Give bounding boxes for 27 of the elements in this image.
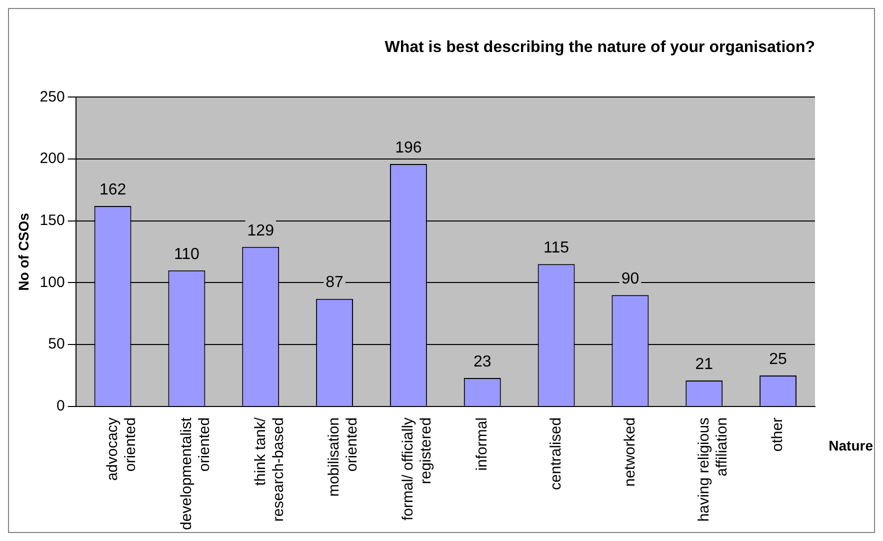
data-label: 23 [473, 353, 492, 370]
data-label: 110 [174, 246, 200, 263]
data-label: 162 [99, 181, 126, 198]
chart-title: What is best describing the nature of your organisation? [384, 39, 815, 56]
data-label: 129 [247, 222, 274, 240]
x-axis-title: Nature [828, 437, 874, 454]
y-tick-label: 150 [40, 212, 65, 230]
x-tick-label: informal [474, 417, 491, 471]
x-tick-label: other [769, 417, 786, 452]
x-tick-label: mobilisation oriented [326, 417, 361, 497]
y-tick-label: 50 [48, 336, 65, 353]
data-label: 21 [695, 356, 714, 373]
y-tick-label: 200 [40, 150, 65, 168]
x-tick-label: having religious affiliation [695, 417, 730, 522]
x-tick-label: developmentalist oriented [178, 416, 213, 530]
x-tick-label: networked [621, 417, 638, 487]
y-tick-label: 0 [56, 398, 65, 415]
data-label: 90 [621, 270, 640, 288]
x-tick-label: centralised [547, 417, 564, 490]
y-tick-label: 250 [40, 88, 65, 106]
data-label: 115 [544, 240, 570, 257]
data-label: 196 [395, 139, 422, 156]
x-tick-label: advocacy oriented [104, 416, 139, 481]
y-tick-label: 100 [40, 274, 65, 291]
y-axis-title: No of CSOs [15, 212, 32, 291]
data-label: 87 [326, 274, 344, 292]
data-label: 25 [769, 350, 788, 368]
